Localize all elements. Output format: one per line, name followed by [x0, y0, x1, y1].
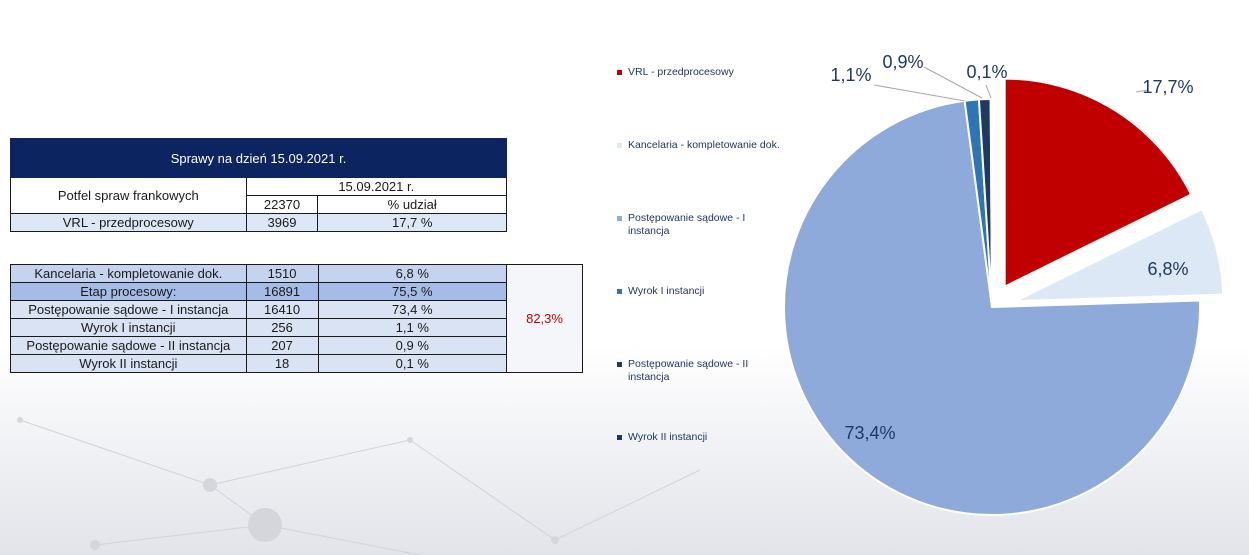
row-label: Kancelaria - kompletowanie dok. — [10, 264, 247, 283]
legend-swatch — [617, 435, 622, 440]
legend-label: Wyrok I instancji — [628, 285, 705, 297]
table-row: Wyrok I instancji 256 1,1 % — [10, 318, 583, 337]
legend-swatch — [617, 289, 622, 294]
table-row: Wyrok II instancji 18 0,1 % — [10, 354, 583, 373]
portfolio-label: Potfel spraw frankowych — [10, 177, 247, 214]
row-label: Etap procesowy: — [10, 282, 247, 301]
row-label: Wyrok II instancji — [10, 354, 247, 373]
legend-item: Wyrok I instancji — [617, 285, 704, 298]
row-pct: 17,7 % — [317, 213, 507, 232]
row-pct: 0,1 % — [317, 354, 508, 373]
legend-label: Postępowanie sądowe - II instancja — [628, 358, 749, 383]
legend-swatch — [617, 362, 622, 367]
data-label: 73,4% — [844, 423, 895, 443]
row-label: Wyrok I instancji — [10, 318, 247, 337]
legend-label: Wyrok II instancji — [628, 431, 708, 443]
case-stages-table: Kancelaria - kompletowanie dok. 1510 6,8… — [10, 264, 583, 373]
pie-slice — [783, 99, 1201, 516]
row-count: 1510 — [245, 264, 319, 283]
legend-item: Kancelaria - kompletowanie dok. — [617, 139, 780, 152]
date-header: 15.09.2021 r. — [245, 177, 508, 196]
row-label: Postępowanie sądowe - I instancja — [10, 300, 247, 319]
data-label: 6,8% — [1147, 259, 1188, 279]
row-count: 256 — [245, 318, 319, 337]
leader-line — [873, 84, 966, 102]
legend-label: Kancelaria - kompletowanie dok. — [628, 139, 780, 151]
leader-line — [1135, 89, 1149, 93]
legend-swatch — [617, 216, 622, 221]
table-title: Sprawy na dzień 15.09.2021 r. — [10, 138, 507, 178]
legend-item: Postępowanie sądowe - I instancja — [617, 212, 787, 238]
merged-percentage: 82,3% — [506, 264, 583, 373]
row-pct: 1,1 % — [317, 318, 508, 337]
legend-swatch — [617, 143, 622, 148]
leader-line — [923, 66, 983, 99]
row-count: 18 — [245, 354, 319, 373]
legend-item: Postępowanie sądowe - II instancja — [617, 358, 787, 384]
legend-item: VRL - przedprocesowy — [617, 66, 734, 79]
pie-slice — [1003, 77, 1193, 289]
row-label: VRL - przedprocesowy — [10, 213, 247, 232]
row-count: 3969 — [245, 213, 319, 232]
row-count: 16891 — [245, 282, 319, 301]
legend-item: Wyrok II instancji — [617, 431, 707, 444]
table-row: Postępowanie sądowe - II instancja 207 0… — [10, 336, 583, 355]
data-label: 17,7% — [1142, 77, 1193, 97]
pie-slice — [989, 97, 993, 308]
table-row: Kancelaria - kompletowanie dok. 1510 6,8… — [10, 264, 583, 373]
row-count: 16410 — [245, 300, 319, 319]
row-pct: 6,8 % — [317, 264, 508, 283]
legend-label: VRL - przedprocesowy — [628, 66, 734, 78]
pie-slice — [1014, 207, 1225, 303]
row-count: 207 — [245, 336, 319, 355]
table-row: VRL - przedprocesowy 3969 17,7 % — [10, 213, 507, 232]
row-pct: 73,4 % — [317, 300, 508, 319]
data-label: 0,1% — [966, 62, 1007, 82]
portfolio-summary-table: Sprawy na dzień 15.09.2021 r. Potfel spr… — [10, 138, 508, 232]
row-pct: 0,9 % — [317, 336, 508, 355]
legend-swatch — [617, 70, 622, 75]
legend-label: Postępowanie sądowe - I instancja — [628, 212, 746, 237]
row-label: Postępowanie sądowe - II instancja — [10, 336, 247, 355]
data-label: 0,9% — [882, 52, 923, 72]
leader-line — [985, 84, 992, 99]
share-header: % udział — [317, 195, 507, 214]
table-row: Postępowanie sądowe - I instancja 16410 … — [10, 300, 583, 319]
data-label: 1,1% — [830, 65, 871, 85]
